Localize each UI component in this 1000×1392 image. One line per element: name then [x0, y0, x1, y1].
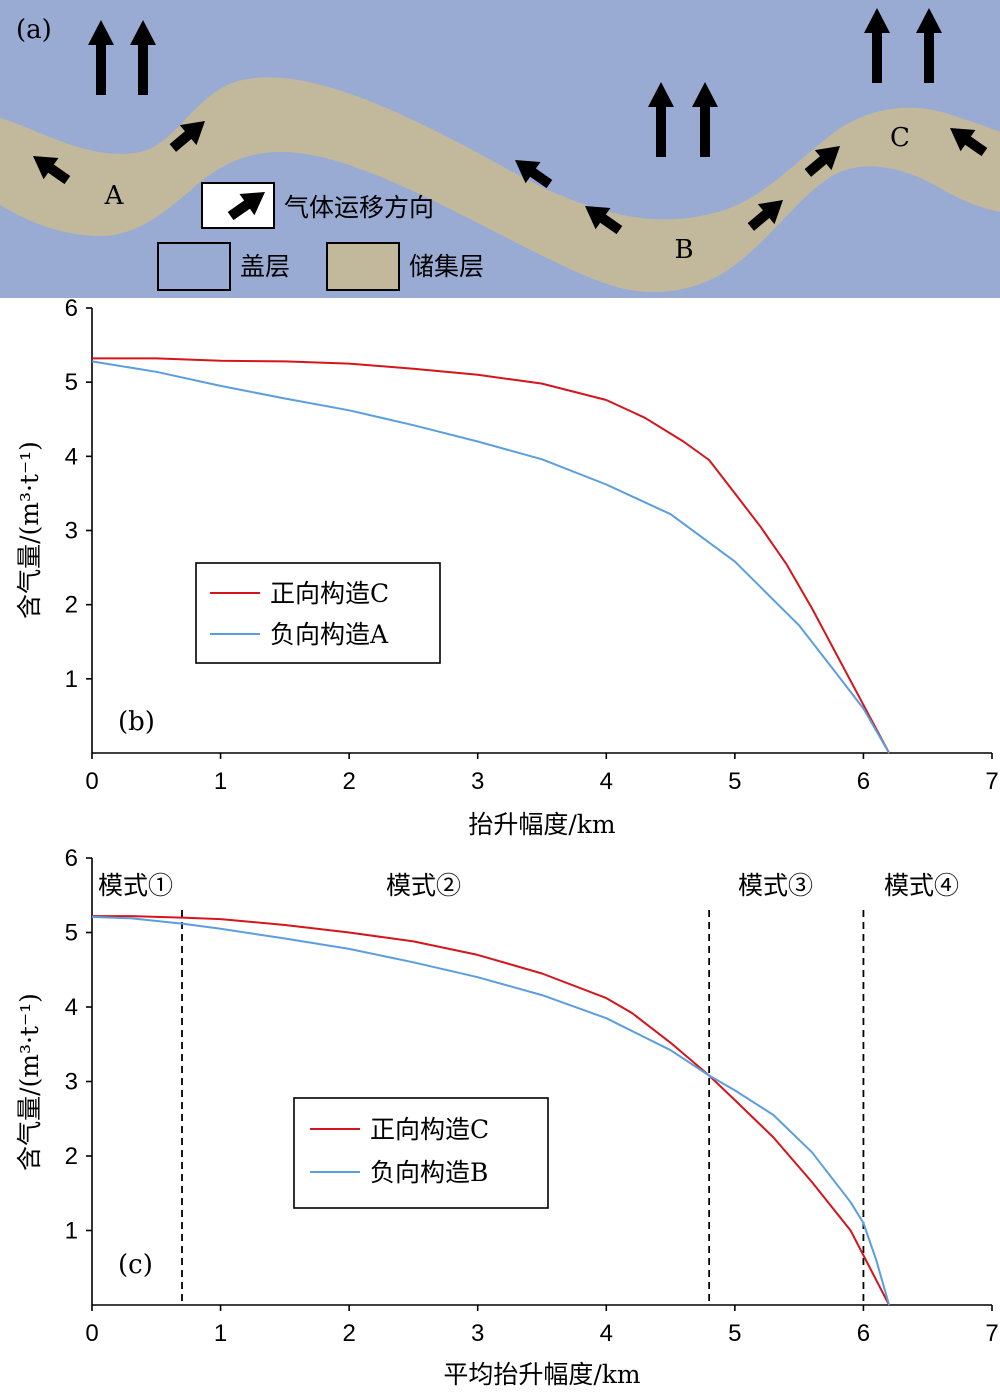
legend-reservoir-swatch: [326, 242, 400, 291]
y-tick-label: 3: [65, 1069, 78, 1096]
point-c-label: C: [890, 123, 910, 153]
up-arrow-icon: [88, 20, 114, 95]
up-arrow-icon: [648, 82, 674, 157]
migration-arrow-icon: [950, 128, 988, 157]
y-tick-label: 2: [65, 1143, 78, 1170]
panel-c-x-axis-label: 平均抬升幅度/km: [443, 1360, 641, 1389]
x-tick-label: 7: [985, 1320, 998, 1347]
panel-b-x-axis-label: 抬升幅度/km: [468, 810, 616, 839]
legend-b-series-2: 负向构造A: [270, 620, 389, 649]
panel-b-legend-box: [195, 562, 441, 664]
y-tick-label: 5: [65, 369, 78, 396]
x-tick-label: 1: [214, 768, 227, 795]
panel-c-x-ticks: 0 1 2 3 4 5 6 7: [85, 1305, 999, 1347]
legend-caprock-label: 盖层: [240, 252, 290, 281]
mode-4-label: 模式④: [884, 871, 959, 900]
x-tick-label: 5: [728, 768, 741, 795]
y-tick-label: 6: [65, 845, 78, 872]
up-arrow-icon: [916, 8, 942, 83]
migration-arrow-icon: [585, 206, 623, 235]
legend-arrow-shape: [227, 192, 265, 221]
series-line-2: [91, 360, 890, 754]
legend-c-series-2: 负向构造B: [370, 1158, 488, 1187]
legend-migration-label: 气体运移方向: [284, 193, 434, 222]
x-tick-label: 0: [85, 1320, 98, 1347]
mode-3-label: 模式③: [738, 871, 813, 900]
migration-arrow-icon: [804, 146, 840, 177]
series-line-1: [92, 357, 890, 754]
legend-b-series-1: 正向构造C: [270, 579, 389, 608]
mode-boundaries: [181, 910, 865, 1305]
panel-c-y-ticks: 1 2 3 4 5 6: [65, 845, 92, 1245]
up-arrow-icon: [864, 8, 890, 83]
x-tick-label: 7: [985, 768, 998, 795]
panel-c-y-axis-label: 含气量/(m³·t⁻¹): [15, 993, 44, 1171]
y-tick-label: 1: [65, 666, 78, 693]
panel-c-chart: 0 1 2 3 4 5 6 7 1 2 3 4 5 6 模式① 模式② 模式③ 模式④ 平均抬升幅度/k…: [15, 845, 999, 1389]
x-tick-label: 3: [471, 1320, 484, 1347]
y-tick-label: 4: [65, 443, 78, 470]
x-tick-label: 4: [600, 768, 613, 795]
x-tick-label: 2: [342, 1320, 355, 1347]
panel-b-legend: 正向构造C 负向构造A: [195, 562, 441, 664]
x-tick-label: 6: [857, 768, 870, 795]
x-tick-label: 2: [342, 768, 355, 795]
y-tick-label: 2: [65, 592, 78, 619]
migration-arrow-icon: [33, 156, 71, 185]
up-arrow-icon: [692, 82, 718, 157]
panel-a-cross-section: (a) A B C 气体运移方向 盖层 储集层: [0, 0, 1000, 298]
y-tick-label: 1: [65, 1218, 78, 1245]
panel-a-label: (a): [16, 15, 52, 45]
panel-c-label: (c): [118, 1250, 153, 1280]
uplift-arrows: [88, 8, 942, 157]
panel-b-x-ticks: 0 1 2 3 4 5 6 7: [85, 753, 999, 795]
legend-c-series-1: 正向构造C: [370, 1115, 489, 1144]
y-tick-label: 4: [65, 994, 78, 1021]
panel-c-series: [91, 915, 891, 1306]
y-tick-label: 6: [65, 295, 78, 322]
x-tick-label: 6: [857, 1320, 870, 1347]
migration-arrow-icon: [747, 200, 783, 231]
panel-b-series: [91, 357, 890, 754]
panel-c-axes: [91, 858, 992, 1306]
panel-b-chart: 0 1 2 3 4 5 6 7 1 2 3 4 5 6 抬升幅度/km 含气量/(m³·t⁻¹) (b)…: [15, 295, 999, 839]
migration-arrow-icon: [515, 160, 553, 189]
x-tick-label: 1: [214, 1320, 227, 1347]
x-tick-label: 0: [85, 768, 98, 795]
panel-a-legend: 气体运移方向 盖层 储集层: [157, 182, 484, 291]
y-tick-label: 5: [65, 920, 78, 947]
point-b-label: B: [674, 235, 693, 265]
panel-c-legend-box: [293, 1097, 549, 1209]
up-arrow-icon: [130, 20, 156, 95]
mode-2-label: 模式②: [386, 871, 461, 900]
panel-b-axes: [91, 308, 992, 754]
panel-b-y-ticks: 1 2 3 4 5 6: [65, 295, 92, 693]
x-tick-label: 3: [471, 768, 484, 795]
series-line-2: [91, 915, 891, 1306]
migration-arrow-icon: [169, 121, 205, 152]
panel-c-legend: 正向构造C 负向构造B: [293, 1097, 549, 1209]
reservoir-layer: [0, 77, 1000, 293]
panel-b-label: (b): [118, 707, 155, 737]
y-tick-label: 3: [65, 518, 78, 545]
migration-arrows: [33, 121, 988, 235]
point-a-label: A: [104, 181, 125, 211]
legend-reservoir-label: 储集层: [409, 252, 484, 281]
x-tick-label: 5: [728, 1320, 741, 1347]
arrow-icon: [227, 192, 265, 221]
series-line-1: [92, 915, 890, 1306]
legend-caprock-swatch: [157, 242, 231, 291]
mode-1-label: 模式①: [98, 871, 173, 900]
panel-b-y-axis-label: 含气量/(m³·t⁻¹): [15, 441, 44, 619]
x-tick-label: 4: [600, 1320, 613, 1347]
